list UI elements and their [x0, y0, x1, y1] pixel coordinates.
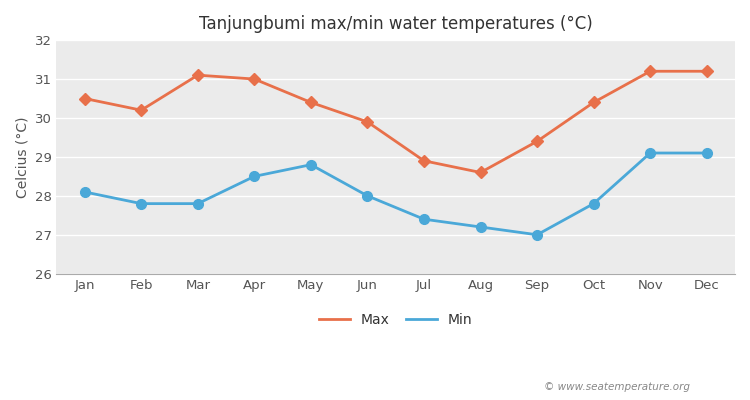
- Min: [702, 151, 711, 156]
- Y-axis label: Celcius (°C): Celcius (°C): [15, 116, 29, 198]
- Min: [307, 162, 316, 167]
- Max: [136, 108, 146, 112]
- Max: [194, 73, 202, 78]
- Min: [194, 201, 202, 206]
- Min: [590, 201, 598, 206]
- Min: [80, 190, 89, 194]
- Line: Max: Max: [80, 67, 711, 177]
- Max: [646, 69, 655, 74]
- Legend: Max, Min: Max, Min: [314, 307, 478, 332]
- Max: [80, 96, 89, 101]
- Max: [307, 100, 316, 105]
- Min: [476, 224, 485, 229]
- Max: [250, 77, 259, 82]
- Max: [419, 158, 428, 163]
- Max: [702, 69, 711, 74]
- Min: [646, 151, 655, 156]
- Title: Tanjungbumi max/min water temperatures (°C): Tanjungbumi max/min water temperatures (…: [199, 15, 592, 33]
- Text: © www.seatemperature.org: © www.seatemperature.org: [544, 382, 690, 392]
- Line: Min: Min: [80, 148, 712, 240]
- Min: [136, 201, 146, 206]
- Max: [476, 170, 485, 175]
- Max: [590, 100, 598, 105]
- Max: [532, 139, 542, 144]
- Min: [419, 217, 428, 222]
- Min: [532, 232, 542, 237]
- Min: [250, 174, 259, 179]
- Min: [363, 194, 372, 198]
- Max: [363, 120, 372, 124]
